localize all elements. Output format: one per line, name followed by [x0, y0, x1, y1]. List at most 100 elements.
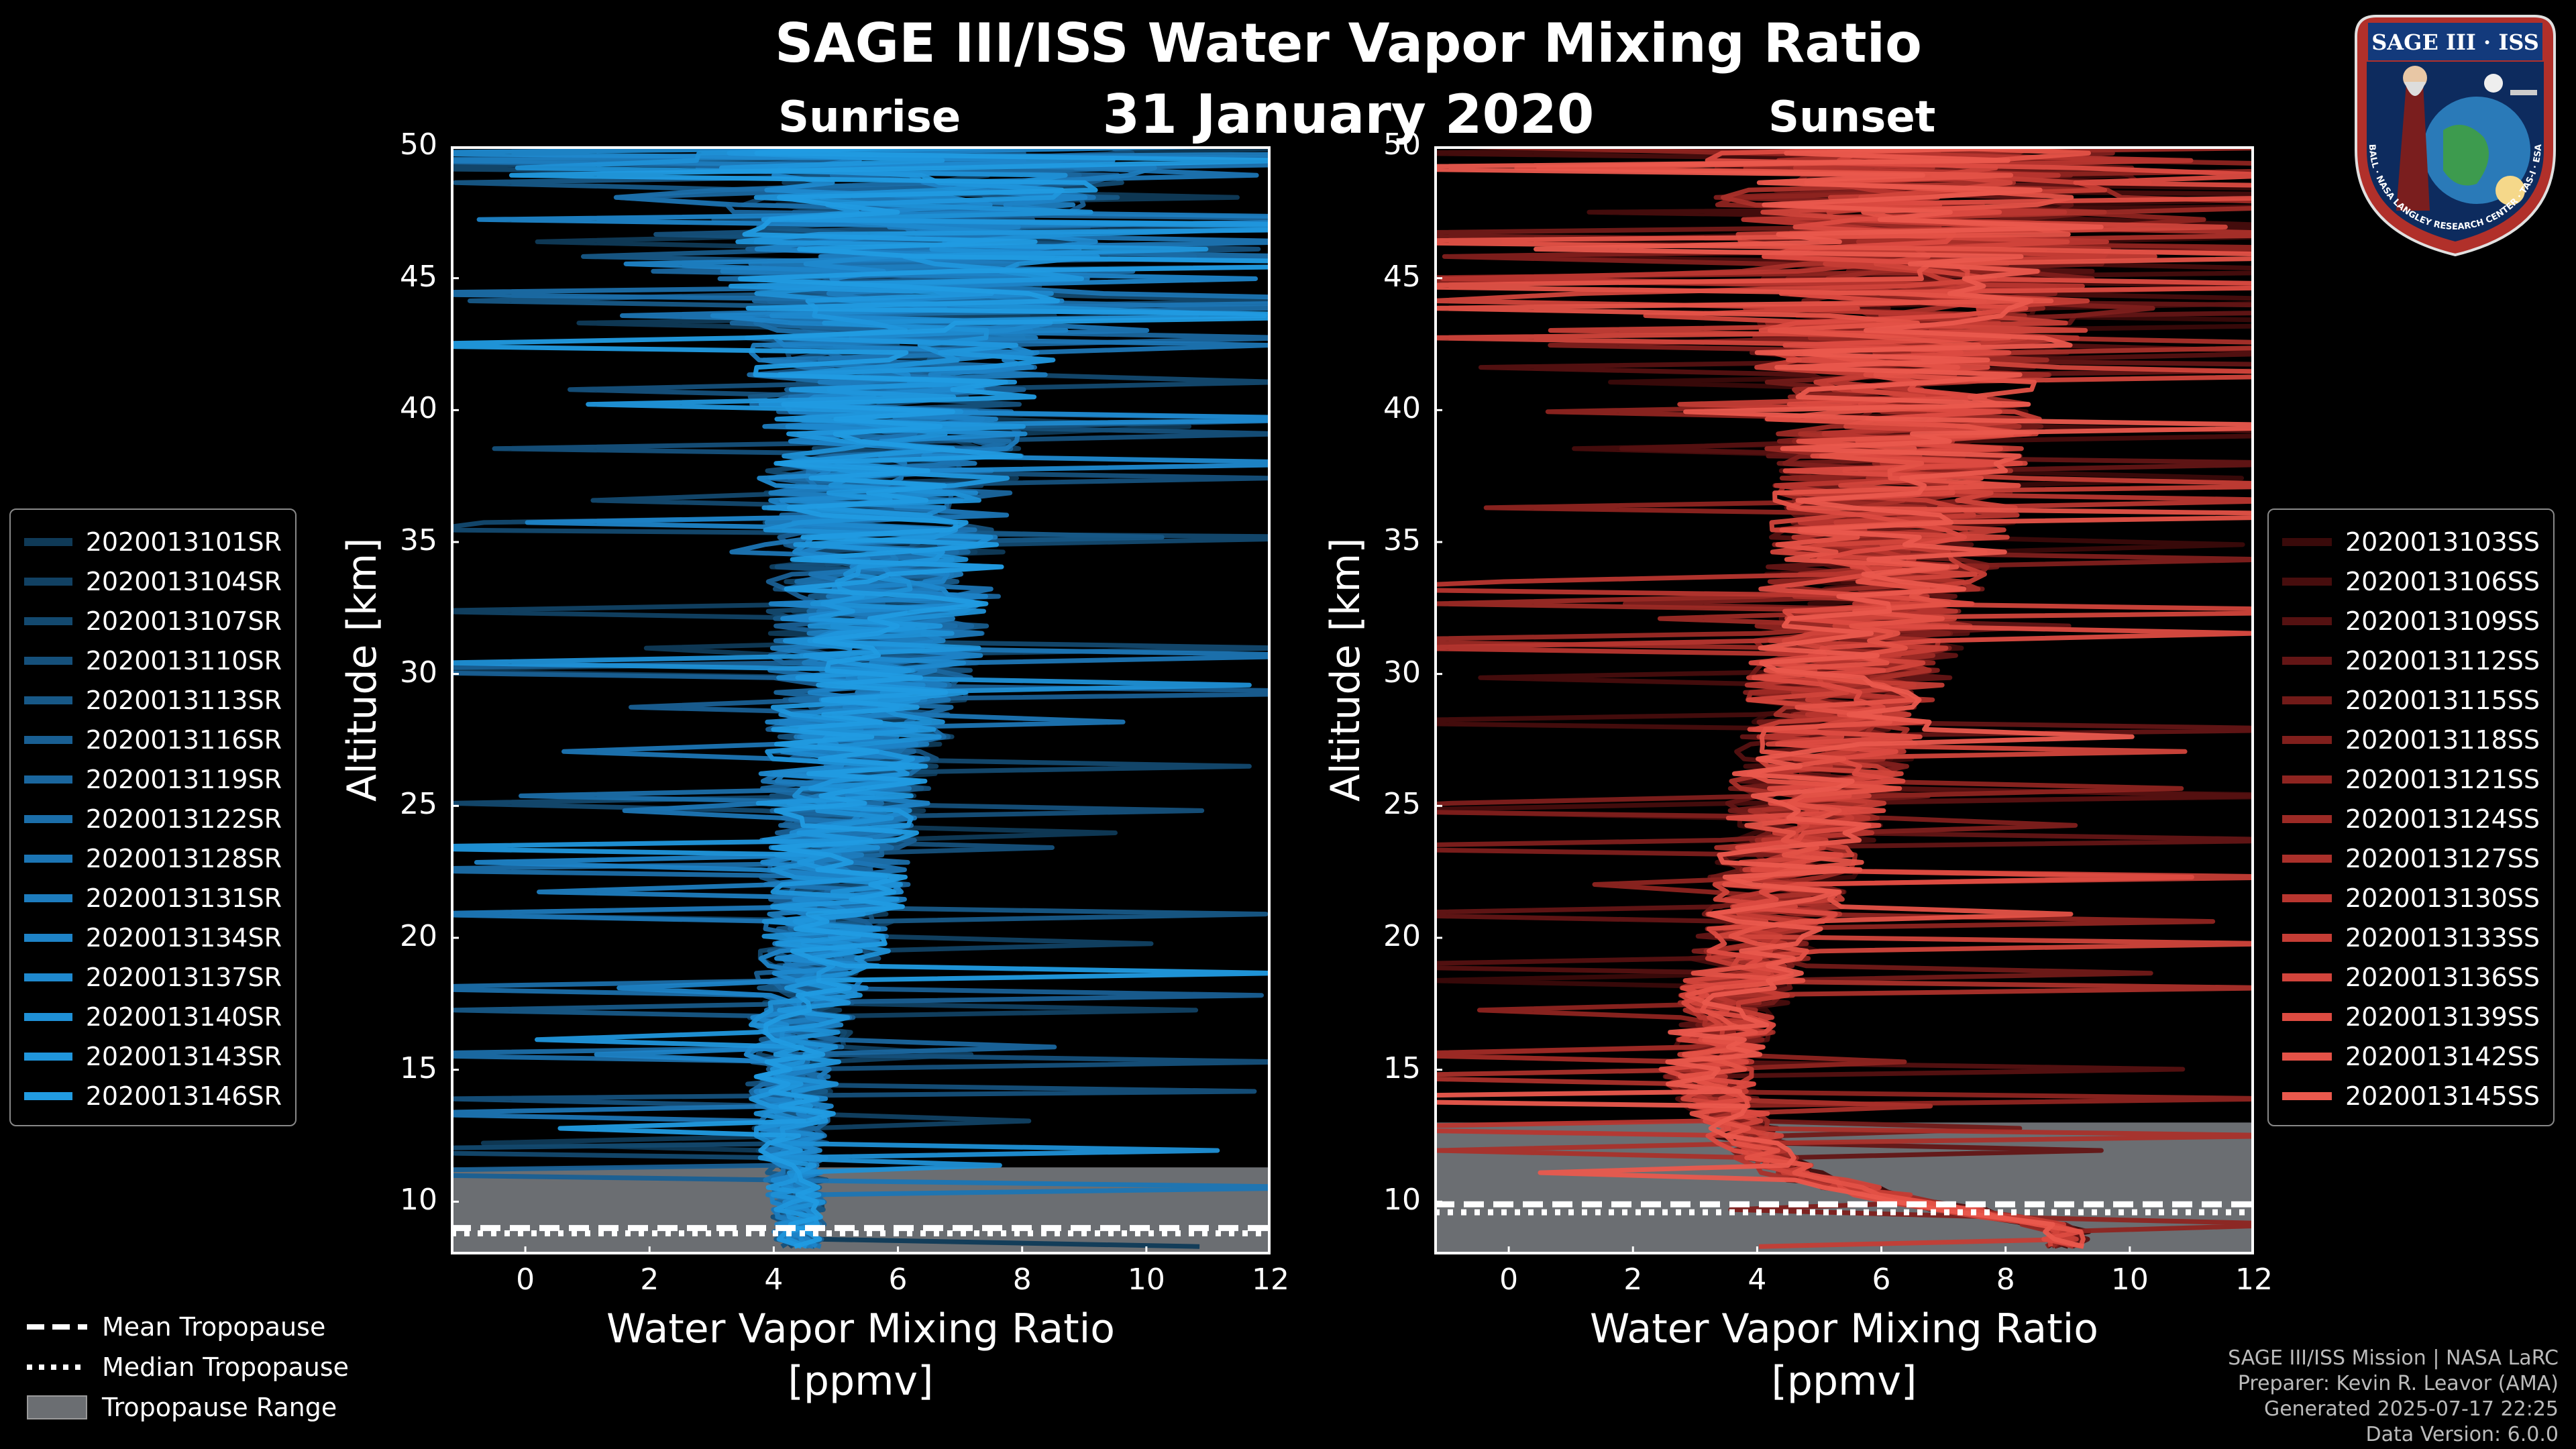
sunset-plot-svg [1434, 145, 2255, 1254]
y-tick-label: 40 [400, 391, 437, 426]
legend-entry: 2020013121SS [2282, 759, 2540, 799]
x-tick-label: 8 [1012, 1263, 1032, 1297]
y-tick-label: 30 [400, 655, 437, 690]
x-tick-label: 12 [1252, 1263, 1289, 1297]
legend-entry: 2020013107SR [24, 601, 282, 641]
legend-label: 2020013139SS [2345, 1002, 2540, 1032]
x-tick-label: 0 [1499, 1263, 1519, 1297]
legend-label: 2020013143SR [85, 1041, 282, 1071]
legend-swatch [2282, 656, 2332, 665]
legend-label: 2020013130SS [2345, 883, 2540, 913]
legend-label: 2020013127SS [2345, 843, 2540, 873]
legend-entry: 2020013124SS [2282, 799, 2540, 839]
legend-label: 2020013112SS [2345, 645, 2540, 676]
dashed-line-icon [27, 1324, 87, 1330]
legend-swatch [2282, 735, 2332, 744]
sunrise-panel-title: Sunrise [778, 93, 961, 142]
y-tick-label: 35 [1383, 523, 1421, 557]
legend-entry: 2020013137SR [24, 957, 282, 997]
legend-entry: 2020013136SS [2282, 957, 2540, 997]
sunset-x-axis-label-line2: [ppmv] [1771, 1358, 1917, 1405]
sunrise-plot-svg [451, 145, 1272, 1254]
legend-entry: 2020013143SR [24, 1036, 282, 1076]
y-tick-label: 30 [1383, 655, 1421, 690]
credit-mission: SAGE III/ISS Mission | NASA LaRC [2228, 1346, 2559, 1370]
legend-entry: 2020013118SS [2282, 720, 2540, 759]
legend-entry: 2020013127SS [2282, 839, 2540, 878]
credits: SAGE III/ISS Mission | NASA LaRC Prepare… [2228, 1346, 2559, 1448]
legend-label: 2020013103SS [2345, 527, 2540, 557]
legend-swatch [24, 537, 72, 546]
credit-generated: Generated 2025-07-17 22:25 [2263, 1397, 2559, 1421]
profile-line-2020013146SR [451, 146, 1271, 1249]
legend-entry: 2020013104SR [24, 561, 282, 601]
legend-swatch [24, 1052, 72, 1061]
profile-line-2020013143SR [451, 146, 1271, 1249]
credit-preparer: Preparer: Kevin R. Leavor (AMA) [2237, 1372, 2559, 1395]
legend-entry: 2020013131SR [24, 878, 282, 918]
legend-label: 2020013109SS [2345, 606, 2540, 636]
legend-entry: 2020013122SR [24, 799, 282, 839]
legend-swatch [2282, 1012, 2332, 1021]
legend-swatch [24, 814, 72, 823]
legend-swatch [24, 973, 72, 981]
legend-label: 2020013115SS [2345, 685, 2540, 715]
x-tick-label: 0 [516, 1263, 535, 1297]
legend-label: 2020013124SS [2345, 804, 2540, 834]
sage-iss-mission-badge: SAGE III · ISS BALL · NASA LANGLEY RESEA… [2355, 15, 2556, 257]
y-tick-label: 50 [1383, 127, 1421, 162]
tropopause-legend: Mean Tropopause Median Tropopause Tropop… [27, 1307, 349, 1428]
x-tick-label: 6 [1872, 1263, 1891, 1297]
y-tick-label: 45 [1383, 259, 1421, 294]
legend-entry: 2020013112SS [2282, 641, 2540, 680]
x-tick-label: 8 [1996, 1263, 2015, 1297]
sunrise-plot [451, 145, 1272, 1254]
legend-entry: 2020013106SS [2282, 561, 2540, 601]
legend-label: 2020013104SR [85, 566, 282, 596]
legend-swatch [24, 775, 72, 784]
legend-swatch [2282, 1091, 2332, 1100]
legend-swatch [24, 696, 72, 704]
y-tick-label: 40 [1383, 391, 1421, 426]
legend-label: 2020013107SR [85, 606, 282, 636]
legend-label: 2020013136SS [2345, 962, 2540, 992]
legend-swatch [24, 656, 72, 665]
legend-tropopause-range: Tropopause Range [27, 1387, 349, 1428]
legend-mean-label: Mean Tropopause [102, 1312, 326, 1342]
legend-swatch [2282, 537, 2332, 546]
legend-entry: 2020013134SR [24, 918, 282, 957]
legend-swatch [24, 1091, 72, 1100]
legend-swatch [2282, 814, 2332, 823]
sunset-y-axis-label: Altitude [km] [1322, 537, 1369, 802]
legend-swatch [24, 1012, 72, 1021]
legend-entry: 2020013133SS [2282, 918, 2540, 957]
legend-median-label: Median Tropopause [102, 1352, 349, 1382]
legend-swatch [2282, 1052, 2332, 1061]
y-tick-label: 10 [400, 1183, 437, 1218]
legend-label: 2020013113SR [85, 685, 282, 715]
legend-swatch [24, 616, 72, 625]
y-tick-label: 45 [400, 259, 437, 294]
legend-label: 2020013116SR [85, 724, 282, 755]
x-tick-label: 2 [1623, 1263, 1643, 1297]
legend-label: 2020013131SR [85, 883, 282, 913]
credit-version: Data Version: 6.0.0 [2365, 1423, 2559, 1446]
y-tick-label: 15 [1383, 1051, 1421, 1085]
legend-label: 2020013133SS [2345, 922, 2540, 953]
sunrise-y-axis-label: Altitude [km] [339, 537, 386, 802]
x-tick-label: 10 [1127, 1263, 1165, 1297]
dotted-line-icon [27, 1364, 87, 1370]
legend-entry: 2020013142SS [2282, 1036, 2540, 1076]
legend-swatch [24, 577, 72, 586]
sunrise-x-axis-label-line1: Water Vapor Mixing Ratio [606, 1305, 1115, 1352]
legend-swatch [24, 894, 72, 902]
legend-median-tropopause: Median Tropopause [27, 1347, 349, 1387]
y-tick-label: 15 [400, 1051, 437, 1085]
legend-entry: 2020013146SR [24, 1076, 282, 1116]
legend-mean-tropopause: Mean Tropopause [27, 1307, 349, 1347]
legend-entry: 2020013130SS [2282, 878, 2540, 918]
sunset-panel-title: Sunset [1768, 93, 1936, 142]
plot-frame [451, 146, 1271, 1254]
sunset-x-axis-label-line1: Water Vapor Mixing Ratio [1590, 1305, 2098, 1352]
x-tick-label: 4 [1748, 1263, 1767, 1297]
